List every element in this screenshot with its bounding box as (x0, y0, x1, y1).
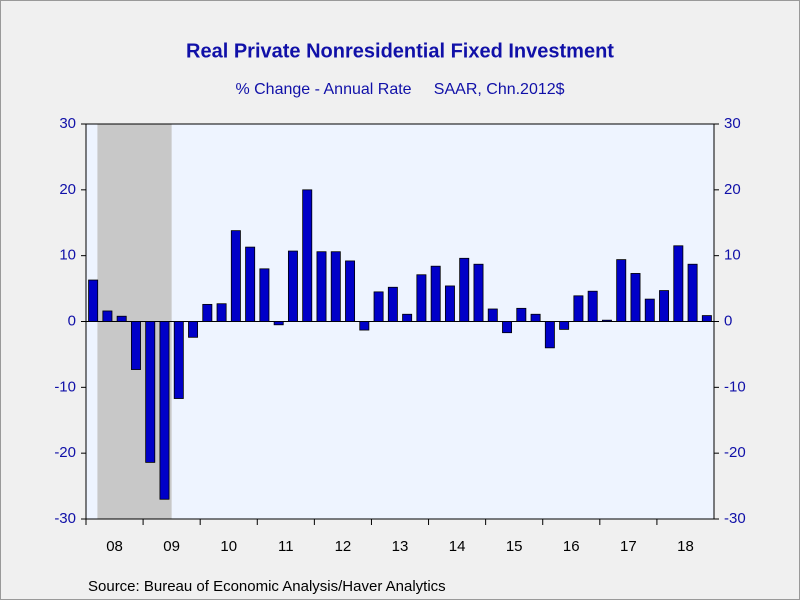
bar (345, 260, 356, 322)
bar (230, 230, 241, 322)
bar (530, 313, 541, 322)
x-tick-label: 09 (163, 538, 180, 555)
bar (259, 268, 270, 322)
y-tick-label: 20 (59, 181, 76, 198)
bar (402, 313, 413, 322)
bar (387, 286, 398, 322)
bar (459, 257, 470, 322)
bar (659, 290, 670, 322)
bar (430, 265, 441, 322)
y2-tick-label: 10 (724, 247, 741, 264)
bar (88, 279, 99, 322)
y-tick-label: 0 (68, 312, 76, 329)
y-tick-label: -30 (54, 510, 76, 527)
y2-tick-label: 30 (724, 115, 741, 132)
bar (102, 310, 113, 322)
bar (444, 285, 455, 322)
y2-tick-label: -20 (724, 444, 746, 461)
y-tick-label: -10 (54, 378, 76, 395)
y-tick-label: 10 (59, 247, 76, 264)
bar (473, 263, 484, 322)
bar (559, 321, 570, 330)
chart-subtitle: % Change - Annual Rate SAAR, Chn.2012$ (235, 81, 564, 98)
bar (516, 307, 527, 322)
y2-tick-label: 20 (724, 181, 741, 198)
bar (416, 274, 427, 322)
bar (316, 251, 327, 322)
bar (673, 245, 684, 322)
bar (145, 321, 156, 463)
bar (116, 315, 127, 322)
chart-title: Real Private Nonresidential Fixed Invest… (186, 40, 614, 62)
bar (302, 189, 313, 322)
bar (587, 290, 598, 322)
x-tick-label: 08 (106, 538, 123, 555)
bar (188, 321, 199, 338)
bar (130, 321, 141, 370)
bar (630, 273, 641, 322)
bar (245, 246, 256, 322)
bar (173, 321, 184, 399)
bar (216, 303, 227, 322)
bar (202, 303, 213, 322)
x-tick-label: 17 (620, 538, 637, 555)
bar (502, 321, 513, 334)
x-tick-label: 15 (506, 538, 523, 555)
y-tick-label: -20 (54, 444, 76, 461)
y2-tick-label: -30 (724, 510, 746, 527)
bar (359, 321, 370, 331)
x-tick-label: 18 (677, 538, 694, 555)
bar (644, 298, 655, 322)
bar (544, 321, 555, 349)
y2-tick-label: 0 (724, 312, 732, 329)
bar (616, 259, 627, 322)
bar (330, 251, 341, 322)
bar (487, 308, 498, 322)
bar (273, 321, 284, 326)
y-tick-label: 30 (59, 115, 76, 132)
bar (687, 263, 698, 322)
bar (159, 321, 170, 500)
x-tick-label: 16 (563, 538, 580, 555)
x-tick-label: 14 (449, 538, 466, 555)
x-tick-label: 13 (392, 538, 409, 555)
bar (287, 250, 298, 322)
bar (573, 295, 584, 322)
bar (373, 291, 384, 322)
bar (601, 319, 612, 322)
x-tick-label: 11 (278, 538, 294, 555)
y2-tick-label: -10 (724, 378, 746, 395)
x-tick-label: 12 (335, 538, 352, 555)
x-tick-label: 10 (220, 538, 237, 555)
source-note: Source: Bureau of Economic Analysis/Have… (88, 578, 446, 595)
bar (701, 315, 712, 322)
